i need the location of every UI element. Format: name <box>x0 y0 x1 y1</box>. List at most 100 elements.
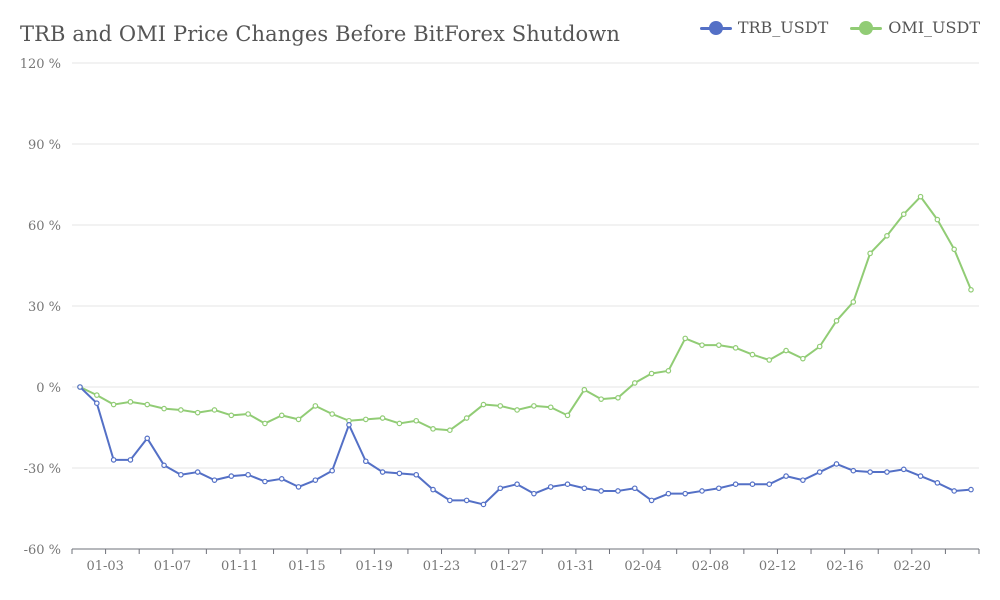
data-point-omi-usdt <box>463 415 470 421</box>
data-point-trb-usdt <box>161 462 167 469</box>
data-point-omi-usdt <box>884 233 890 239</box>
data-point-omi-usdt <box>665 367 672 374</box>
data-point-omi-usdt <box>699 342 705 348</box>
legend-swatch-omi <box>850 20 883 35</box>
data-point-trb-usdt <box>867 469 873 475</box>
data-point-trb-usdt <box>766 481 773 488</box>
y-tick-label: -60 % <box>24 543 61 558</box>
data-point-omi-usdt <box>766 357 773 363</box>
x-tick-label: 02-04 <box>624 559 661 574</box>
data-point-trb-usdt <box>312 477 319 483</box>
x-tick-label: 01-11 <box>221 559 258 574</box>
data-point-trb-usdt <box>732 481 739 488</box>
data-point-trb-usdt <box>178 471 184 478</box>
data-point-trb-usdt <box>211 477 218 483</box>
data-point-omi-usdt <box>800 355 806 362</box>
data-point-trb-usdt <box>497 485 504 492</box>
data-point-omi-usdt <box>497 403 504 409</box>
data-point-trb-usdt <box>564 481 571 488</box>
data-point-omi-usdt <box>615 394 621 401</box>
data-point-trb-usdt <box>699 488 705 494</box>
data-point-trb-usdt <box>110 457 117 463</box>
data-point-trb-usdt <box>463 497 470 504</box>
legend-label-trb: TRB_USDT <box>737 18 829 37</box>
data-point-omi-usdt <box>94 392 100 398</box>
data-point-omi-usdt <box>531 403 537 409</box>
data-point-trb-usdt <box>749 481 756 488</box>
data-point-trb-usdt <box>951 488 957 494</box>
data-point-omi-usdt <box>716 342 722 348</box>
x-tick-label: 01-15 <box>288 559 325 574</box>
data-point-trb-usdt <box>648 497 655 504</box>
data-point-omi-usdt <box>749 351 756 358</box>
data-point-omi-usdt <box>194 409 201 416</box>
data-point-omi-usdt <box>278 412 285 419</box>
data-point-trb-usdt <box>447 497 453 504</box>
y-tick-label: 120 % <box>20 57 61 72</box>
data-point-trb-usdt <box>816 469 823 475</box>
x-tick-label: 02-08 <box>692 559 729 574</box>
data-point-omi-usdt <box>547 404 554 411</box>
data-point-trb-usdt <box>800 477 806 483</box>
data-point-trb-usdt <box>833 461 840 467</box>
data-point-trb-usdt <box>884 469 890 475</box>
legend-swatch-trb <box>699 20 732 35</box>
data-point-omi-usdt <box>110 401 117 408</box>
data-point-omi-usdt <box>816 343 823 350</box>
data-point-omi-usdt <box>480 401 487 408</box>
data-point-trb-usdt <box>581 485 588 492</box>
data-point-omi-usdt <box>161 405 167 412</box>
x-tick-label: 01-03 <box>86 559 123 574</box>
data-point-omi-usdt <box>144 401 151 408</box>
data-point-trb-usdt <box>228 473 235 479</box>
data-point-omi-usdt <box>783 347 789 354</box>
data-point-trb-usdt <box>783 473 789 479</box>
data-point-omi-usdt <box>295 416 302 423</box>
data-point-trb-usdt <box>362 458 369 465</box>
x-tick-label: 01-27 <box>490 559 527 574</box>
x-tick-label: 01-07 <box>154 559 191 574</box>
y-tick-label: 90 % <box>28 138 61 153</box>
data-point-omi-usdt <box>379 415 386 421</box>
x-tick-label: 02-20 <box>893 559 930 574</box>
data-point-omi-usdt <box>598 396 604 402</box>
data-point-omi-usdt <box>951 246 957 253</box>
data-point-trb-usdt <box>278 475 285 482</box>
data-point-trb-usdt <box>94 400 100 407</box>
legend: TRB_USDT OMI_USDT <box>699 18 980 37</box>
data-point-omi-usdt <box>631 380 638 386</box>
data-point-omi-usdt <box>732 345 739 351</box>
chart-title: TRB and OMI Price Changes Before BitFore… <box>20 22 621 46</box>
data-point-trb-usdt <box>598 488 604 494</box>
data-point-trb-usdt <box>514 481 520 488</box>
data-point-omi-usdt <box>312 403 319 409</box>
legend-item-omi[interactable]: OMI_USDT <box>850 18 980 37</box>
data-point-trb-usdt <box>917 473 924 479</box>
data-point-omi-usdt <box>968 286 974 293</box>
data-point-omi-usdt <box>396 420 403 427</box>
series-line-omi-usdt <box>79 195 972 432</box>
data-point-omi-usdt <box>362 416 369 423</box>
data-point-trb-usdt <box>144 435 151 442</box>
data-point-trb-usdt <box>379 469 386 475</box>
x-tick-label: 02-16 <box>826 559 863 574</box>
data-point-omi-usdt <box>934 216 941 223</box>
data-point-omi-usdt <box>245 411 251 417</box>
data-point-omi-usdt <box>514 407 520 413</box>
data-point-trb-usdt <box>547 484 554 490</box>
legend-item-trb[interactable]: TRB_USDT <box>699 18 829 37</box>
data-point-omi-usdt <box>850 299 857 305</box>
data-point-omi-usdt <box>329 411 335 417</box>
data-point-omi-usdt <box>413 417 420 424</box>
data-point-omi-usdt <box>581 386 588 393</box>
data-point-trb-usdt <box>329 467 335 474</box>
data-point-trb-usdt <box>631 485 638 492</box>
data-point-omi-usdt <box>564 412 571 419</box>
data-point-omi-usdt <box>900 211 907 218</box>
data-point-trb-usdt <box>480 501 487 508</box>
x-tick-label: 01-19 <box>355 559 392 574</box>
x-tick-label: 01-23 <box>423 559 460 574</box>
data-point-omi-usdt <box>178 407 184 413</box>
